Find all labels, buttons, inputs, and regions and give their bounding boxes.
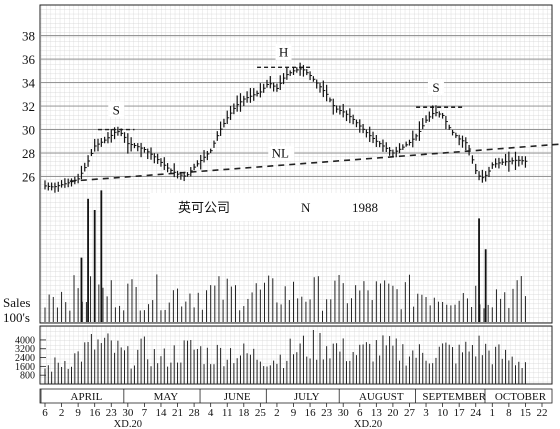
week-label: 2 [274,407,280,419]
week-label: 6 [357,407,363,419]
month-label: MAY [154,391,179,403]
week-label: 7 [142,407,148,419]
month-labels: APRIL MAY JUNE JULY AUGUST SEPTEMBER OCTOBER [40,389,547,403]
week-label: 2 [59,407,65,419]
annotation-backdrop [108,101,125,118]
week-label: 14 [155,407,167,419]
price-tick-label: 34 [22,76,36,91]
annotation-label: S [113,102,120,117]
week-label: 23 [321,407,333,419]
volume-tick-label: 1600 [15,362,35,373]
week-label: 30 [122,407,134,419]
price-bars [44,62,528,193]
volume-label-sales: Sales [3,295,30,310]
annotation-backdrop [268,145,295,161]
week-label: 8 [506,407,512,419]
price-tick-label: 30 [22,123,35,138]
volume-tick-label: 4000 [15,335,35,346]
annotation-label: H [279,45,288,60]
volume-bars [44,330,526,384]
week-label: 28 [189,407,201,419]
pattern-annotations: S H S NL [108,43,444,161]
annotation-backdrop [427,78,444,95]
week-label: 22 [537,407,548,419]
month-label: AUGUST [359,391,404,403]
volume-tick-label: 2400 [15,353,35,364]
week-label: 15 [520,407,532,419]
week-label: 27 [404,407,416,419]
week-label: 16 [305,407,317,419]
ex-dividend-label: XD.20 [354,419,382,429]
price-tick-label: 38 [22,29,35,44]
week-label: 4 [208,407,214,419]
week-label: 10 [437,407,449,419]
price-axis-labels: 26 28 30 32 34 36 38 [22,29,36,185]
week-label: 6 [42,407,48,419]
volume-tick-label: 800 [20,371,35,382]
price-tick-label: 32 [22,99,35,114]
week-label: 30 [338,407,350,419]
week-labels: 6 2 9 16 23 30 7 14 21 28 4 11 18 25 2 9 16 23 30 6 13 20 27 3 1… [42,403,548,419]
chart-title: 英可公司 [178,201,230,216]
month-label: JULY [294,391,320,403]
volume-label-units: 100's [3,310,30,325]
annotation-label: S [432,80,439,95]
price-panel [39,4,553,324]
annotation-backdrop [275,43,292,60]
week-label: 3 [423,407,429,419]
week-label: 16 [89,407,101,419]
resistance-lines [98,66,463,131]
price-tick-label: 26 [22,170,36,185]
week-label: 24 [470,407,482,419]
year-label: 1988 [352,200,378,215]
week-label: 17 [454,407,466,419]
week-label: 9 [75,407,81,419]
price-tick-label: 36 [22,52,36,67]
week-label: 21 [172,407,183,419]
volume-panel [39,325,553,385]
month-band [39,388,553,404]
ex-dividend-label: XD.20 [114,419,142,429]
week-label: 9 [291,407,297,419]
week-label: 18 [238,407,250,419]
exchange-label: N [301,200,311,215]
week-label: 25 [255,407,267,419]
week-label: 1 [490,407,496,419]
month-label: APRIL [71,391,103,403]
month-label: OCTOBER [495,391,547,403]
week-label: 11 [222,407,233,419]
upper-volume-spikes [44,190,526,322]
week-label: 23 [106,407,118,419]
ex-dividend-labels: XD.20 XD.20 [114,419,383,429]
month-label: JUNE [224,391,251,403]
volume-tick-label: 3200 [15,344,35,355]
month-label: SEPTEMBER [422,391,486,403]
price-tick-label: 28 [22,146,35,161]
week-label: 20 [387,407,399,419]
week-label: 13 [371,407,383,419]
annotation-label: NL [272,146,289,161]
title-box [150,193,400,221]
